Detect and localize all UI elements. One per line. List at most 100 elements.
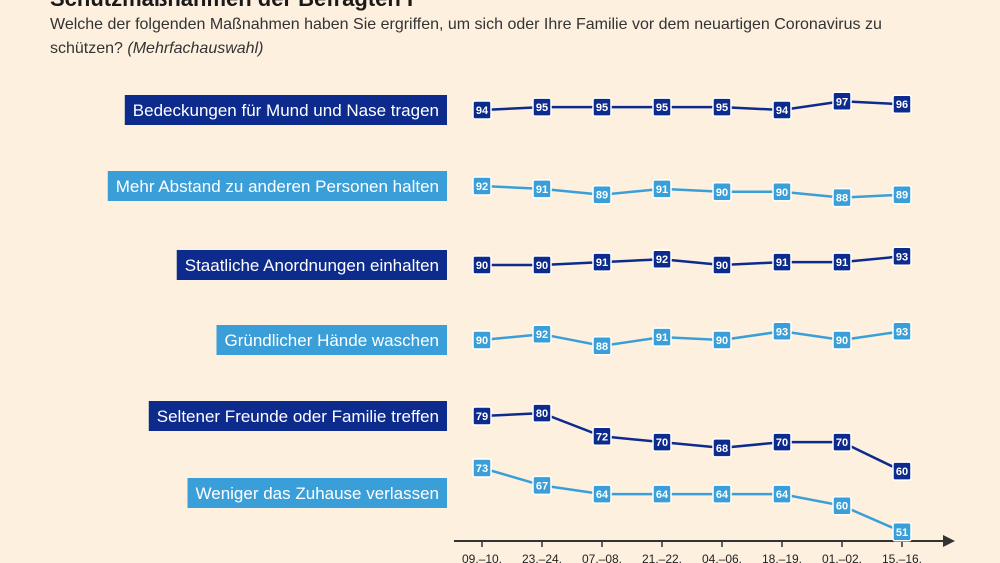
data-point <box>532 475 552 496</box>
data-label: 92 <box>536 329 548 341</box>
chart-title: Schutzmaßnahmen der Befragten I <box>50 0 413 12</box>
x-tick-label: 23.–24. <box>522 552 562 563</box>
data-point <box>472 255 492 275</box>
data-point <box>892 184 912 205</box>
data-label: 95 <box>656 102 668 114</box>
data-point <box>652 249 672 269</box>
data-point <box>592 252 612 272</box>
series-label: Weniger das Zuhause verlassen <box>187 478 447 508</box>
data-point <box>532 403 552 423</box>
data-label: 64 <box>656 489 669 501</box>
data-label: 67 <box>536 480 548 492</box>
series-label: Bedeckungen für Mund und Nase tragen <box>124 95 447 125</box>
data-point <box>652 432 672 452</box>
data-label: 60 <box>836 501 848 513</box>
data-label: 70 <box>836 437 848 449</box>
data-point <box>712 484 732 504</box>
data-point <box>652 327 672 347</box>
data-point <box>712 182 732 202</box>
data-label: 90 <box>716 335 728 347</box>
data-point <box>712 255 732 275</box>
data-label: 93 <box>776 326 788 338</box>
data-label: 64 <box>596 489 609 501</box>
data-label: 88 <box>836 193 848 205</box>
series-label-box <box>148 401 447 431</box>
data-label: 92 <box>656 254 668 266</box>
series-label-text: Mehr Abstand zu anderen Personen halten <box>116 177 439 196</box>
series-line <box>481 100 903 112</box>
data-label: 95 <box>596 102 608 114</box>
data-label: 95 <box>716 102 728 114</box>
data-label: 95 <box>536 102 548 114</box>
series-label-text: Weniger das Zuhause verlassen <box>196 484 440 503</box>
data-point <box>832 91 852 112</box>
data-point <box>832 187 852 208</box>
data-label: 64 <box>776 489 789 501</box>
series-label: Staatliche Anordnungen einhalten <box>176 250 447 280</box>
data-label: 90 <box>476 260 488 272</box>
data-label: 90 <box>476 335 488 347</box>
series-label-text: Seltener Freunde oder Familie treffen <box>157 407 439 426</box>
chart-subtitle: Welche der folgenden Maßnahmen haben Sie… <box>50 13 930 61</box>
series-line <box>482 255 903 267</box>
data-label: 96 <box>896 99 908 111</box>
series-label-box <box>107 171 447 201</box>
data-label: 94 <box>776 105 789 117</box>
subtitle-note: (Mehrfachauswahl) <box>127 40 264 57</box>
data-point <box>892 461 912 481</box>
series-label-box <box>187 478 447 508</box>
data-label: 89 <box>896 190 908 202</box>
data-point <box>772 484 792 504</box>
data-point <box>892 522 912 542</box>
data-label: 91 <box>596 257 608 269</box>
data-point <box>772 100 792 120</box>
data-point <box>772 321 792 342</box>
series-line <box>481 411 903 473</box>
data-point <box>832 252 852 272</box>
data-label: 70 <box>656 437 668 449</box>
data-label: 70 <box>776 437 788 449</box>
series-label-box <box>216 325 447 355</box>
data-label: 93 <box>896 326 908 338</box>
data-label: 91 <box>656 332 668 344</box>
data-point <box>892 246 912 267</box>
data-point <box>472 330 492 350</box>
x-tick-label: 09.–10. <box>462 552 502 563</box>
data-label: 91 <box>536 184 548 196</box>
data-point <box>652 484 672 504</box>
data-point <box>472 458 492 478</box>
x-tick-label: 15.–16. <box>882 552 922 563</box>
data-point <box>832 495 852 516</box>
data-point <box>532 255 552 275</box>
x-tick-label: 21.–22. <box>642 552 682 563</box>
data-label: 51 <box>896 527 908 539</box>
x-tick-label: 01.–02. <box>822 552 862 563</box>
data-point <box>592 484 612 504</box>
data-label: 90 <box>716 260 728 272</box>
data-label: 91 <box>776 257 788 269</box>
data-point <box>892 321 912 342</box>
data-label: 73 <box>476 463 488 475</box>
data-point <box>712 97 732 117</box>
series-label: Seltener Freunde oder Familie treffen <box>148 401 447 431</box>
data-point <box>592 97 612 117</box>
x-axis-arrow <box>943 535 955 547</box>
data-label: 80 <box>536 408 548 420</box>
data-label: 93 <box>896 251 908 263</box>
data-point <box>472 406 492 426</box>
data-point <box>772 182 792 202</box>
data-label: 90 <box>836 335 848 347</box>
subtitle-question: Welche der folgenden Maßnahmen haben Sie… <box>50 16 882 57</box>
data-label: 60 <box>896 466 908 478</box>
x-tick-label: 18.–19. <box>762 552 802 563</box>
data-point <box>652 179 672 199</box>
data-point <box>712 438 732 458</box>
data-label: 64 <box>716 489 729 501</box>
series-label-box <box>176 250 447 280</box>
data-label: 90 <box>536 260 548 272</box>
data-point <box>472 100 492 120</box>
data-label: 68 <box>716 443 728 455</box>
data-label: 91 <box>656 184 668 196</box>
series-label-text: Bedeckungen für Mund und Nase tragen <box>133 101 439 120</box>
data-label: 94 <box>476 105 489 117</box>
